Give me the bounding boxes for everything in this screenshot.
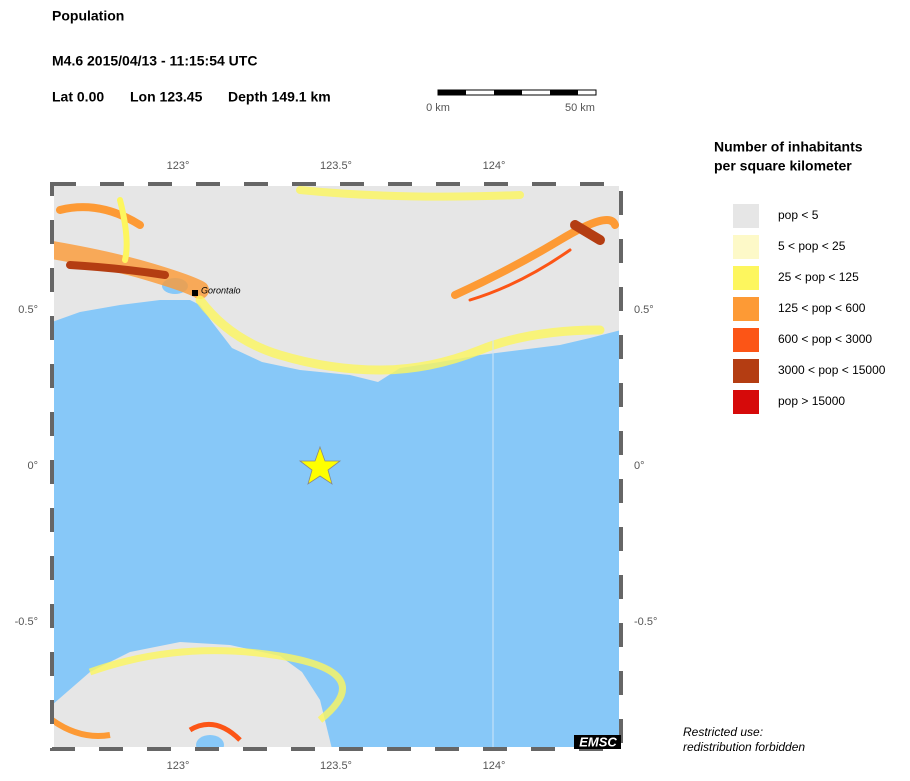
legend-swatch xyxy=(733,204,759,228)
lat-label: -0.5° xyxy=(15,616,38,628)
map: Gorontalo EMSC 123° 123.5° 124° 123° 123… xyxy=(15,160,658,772)
depth: Depth 149.1 km xyxy=(228,89,331,105)
legend-label: 125 < pop < 600 xyxy=(778,301,866,315)
title: Population xyxy=(52,8,124,24)
legend-title: per square kilometer xyxy=(714,158,852,174)
lat-label: 0° xyxy=(634,460,645,472)
event: M4.6 2015/04/13 - 11:15:54 UTC xyxy=(52,53,257,69)
legend-label: 25 < pop < 125 xyxy=(778,270,859,284)
legend-swatch xyxy=(733,235,759,259)
legend-swatch xyxy=(733,297,759,321)
lat-label: 0° xyxy=(27,460,38,472)
scale-bar: 0 km 50 km xyxy=(426,89,597,114)
lon-label: 123.5° xyxy=(320,160,352,172)
legend: Number of inhabitants per square kilomet… xyxy=(714,139,886,414)
epicenter xyxy=(298,445,342,485)
city-label: Gorontalo xyxy=(201,285,241,295)
lon-label: 123° xyxy=(167,160,190,172)
lat-label: 0.5° xyxy=(634,304,654,316)
legend-label: pop > 15000 xyxy=(778,394,845,408)
lat-label: -0.5° xyxy=(634,616,657,628)
legend-label: 5 < pop < 25 xyxy=(778,239,846,253)
legend-swatch xyxy=(733,359,759,383)
legend-title: Number of inhabitants xyxy=(714,139,863,155)
legend-swatch xyxy=(733,390,759,414)
lon-label: 123° xyxy=(167,760,190,772)
scale-end: 50 km xyxy=(565,102,595,114)
lat-label: 0.5° xyxy=(18,304,38,316)
notice: Restricted use: xyxy=(683,725,763,739)
legend-swatch xyxy=(733,266,759,290)
legend-label: 3000 < pop < 15000 xyxy=(778,363,886,377)
scale-start: 0 km xyxy=(426,102,450,114)
legend-swatch xyxy=(733,328,759,352)
watermark: EMSC xyxy=(579,734,617,749)
lon: Lon 123.45 xyxy=(130,89,203,105)
legend-label: 600 < pop < 3000 xyxy=(778,332,872,346)
legend-label: pop < 5 xyxy=(778,208,819,222)
lat: Lat 0.00 xyxy=(52,89,104,105)
lon-label: 123.5° xyxy=(320,760,352,772)
notice: redistribution forbidden xyxy=(683,740,805,754)
lon-label: 124° xyxy=(483,760,506,772)
lon-label: 124° xyxy=(483,160,506,172)
